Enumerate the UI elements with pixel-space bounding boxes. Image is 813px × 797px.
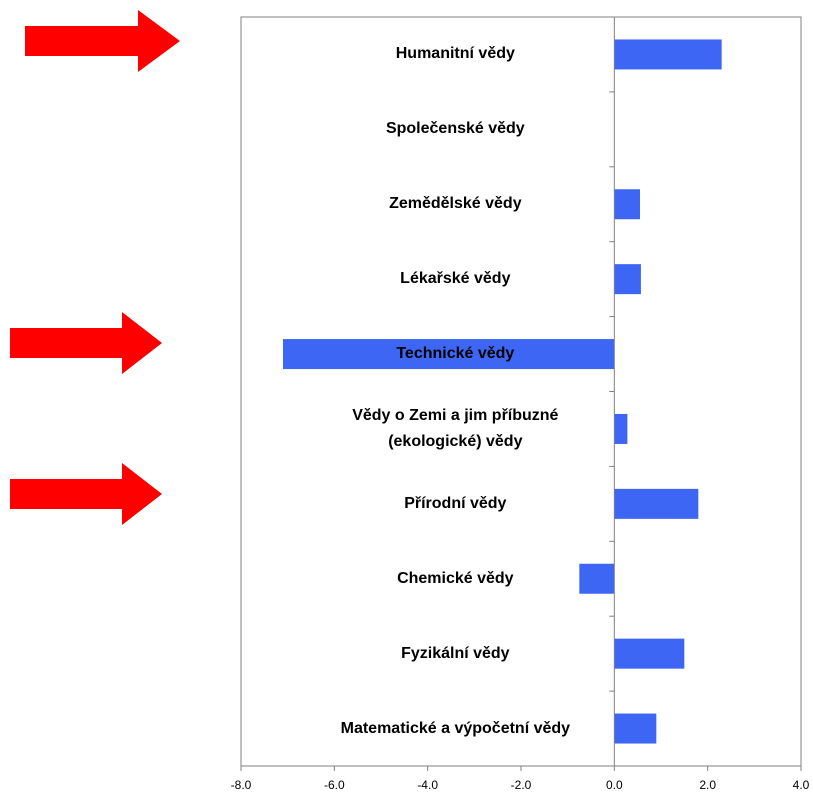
bar bbox=[283, 339, 615, 370]
arrow bbox=[10, 463, 162, 525]
bar bbox=[614, 713, 657, 744]
bar bbox=[579, 563, 615, 594]
x-tick-label: -4.0 bbox=[417, 778, 438, 792]
category-label: Humanitní vědy bbox=[395, 45, 515, 63]
x-tick-label: -2.0 bbox=[511, 778, 532, 792]
category-label: Technické vědy bbox=[396, 345, 515, 363]
category-label: Přírodní vědy bbox=[404, 494, 507, 512]
x-tick-label: 0.0 bbox=[606, 778, 623, 792]
bar bbox=[614, 189, 640, 220]
bar bbox=[614, 413, 628, 444]
bar bbox=[614, 488, 699, 519]
category-label: Matematické a výpočetní vědy bbox=[340, 719, 571, 737]
bar bbox=[614, 638, 685, 669]
category-label: Lékařské vědy bbox=[400, 270, 511, 288]
arrow bbox=[25, 10, 180, 72]
category-label: Chemické vědy bbox=[397, 569, 514, 587]
bar bbox=[614, 39, 722, 70]
arrow bbox=[10, 312, 162, 374]
category-label: Zemědělské vědy bbox=[389, 195, 522, 213]
x-tick-label: -6.0 bbox=[324, 778, 345, 792]
category-label: Fyzikální vědy bbox=[401, 644, 510, 662]
x-tick-label: -8.0 bbox=[231, 778, 252, 792]
x-tick-label: 4.0 bbox=[793, 778, 810, 792]
category-label: Vědy o Zemi a jim příbuzné (ekologické) … bbox=[352, 406, 559, 450]
x-tick-label: 2.0 bbox=[699, 778, 716, 792]
bar bbox=[614, 264, 641, 295]
category-label: Společenské vědy bbox=[385, 120, 525, 138]
